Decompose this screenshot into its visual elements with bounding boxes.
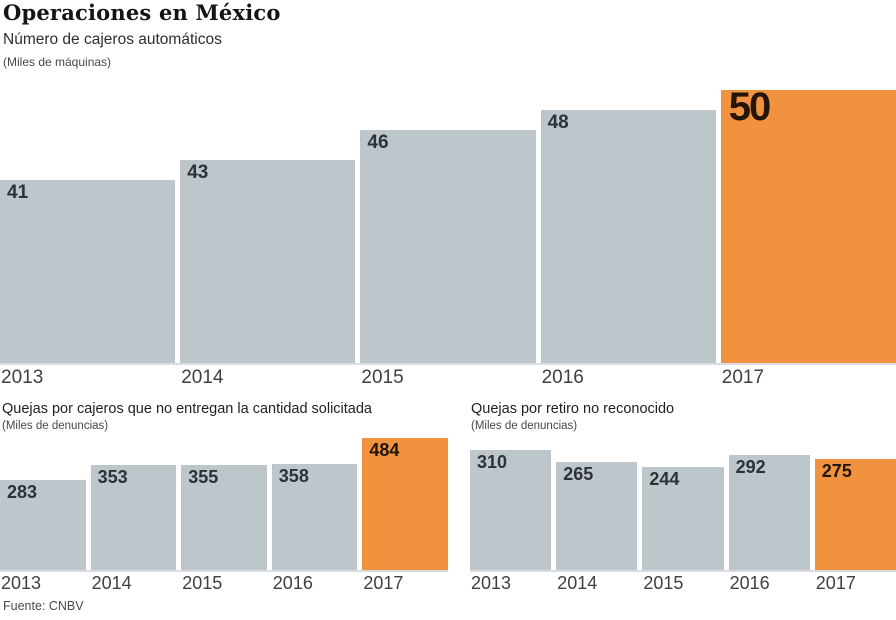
source-note: Fuente: CNBV xyxy=(3,599,84,613)
bar-2014: 265 xyxy=(556,461,638,570)
bar-value-label: 353 xyxy=(97,467,128,488)
bar-value-label: 283 xyxy=(7,481,38,502)
bar-2015: 46 xyxy=(360,130,536,363)
main-chart-unit: (Miles de máquinas) xyxy=(3,55,112,69)
bar-value-label: 358 xyxy=(278,466,309,487)
x-axis-label: 2016 xyxy=(541,367,584,388)
bar-2016: 292 xyxy=(728,454,810,570)
bar-value-label: 46 xyxy=(367,132,389,153)
x-axis-label: 2017 xyxy=(363,573,404,593)
bar-value-label: 484 xyxy=(369,440,400,460)
x-axis-label: 2015 xyxy=(643,573,684,593)
bar-2015: 244 xyxy=(642,467,724,570)
x-axis-label: 2014 xyxy=(181,367,224,388)
x-axis-label: 2013 xyxy=(1,367,44,388)
x-axis-label: 2016 xyxy=(272,573,313,593)
x-axis-label: 2017 xyxy=(721,367,765,388)
main-chart-x-axis: 2013 2014 2015 2016 2017 xyxy=(0,367,896,389)
bar-2016: 358 xyxy=(271,464,358,570)
bar-value-label: 41 xyxy=(7,182,29,204)
bar-value-label: 43 xyxy=(187,162,209,183)
x-axis-label: 2015 xyxy=(361,367,404,388)
bar-2016: 48 xyxy=(540,110,716,363)
x-axis-label: 2014 xyxy=(91,573,132,593)
bar-2017: 275 xyxy=(814,459,896,570)
left-chart-title: Quejas por cajeros que no entregan la ca… xyxy=(2,401,372,417)
bar-value-label: 265 xyxy=(563,463,594,484)
main-bar-chart: 41 43 46 48 50 xyxy=(0,85,896,365)
x-axis-label: 2014 xyxy=(557,573,598,593)
left-chart-x-axis: 2013 2014 2015 2016 2017 xyxy=(0,573,448,594)
bar-value-label: 292 xyxy=(735,456,766,477)
x-axis-label: 2017 xyxy=(815,573,856,593)
bar-value-label: 48 xyxy=(547,112,569,134)
x-axis-label: 2016 xyxy=(729,573,770,593)
x-axis-label: 2013 xyxy=(1,573,42,593)
bar-2014: 43 xyxy=(180,160,356,363)
left-bar-chart: 283 353 355 358 484 xyxy=(0,438,448,572)
bar-2017: 484 xyxy=(362,438,448,570)
x-axis-label: 2015 xyxy=(182,573,223,593)
right-chart-title: Quejas por retiro no reconocido xyxy=(471,401,675,417)
bar-2017: 50 xyxy=(720,85,896,363)
left-chart-unit: (Miles de denuncias) xyxy=(2,420,109,432)
right-chart-unit: (Miles de denuncias) xyxy=(471,420,578,432)
page-title: Operaciones en México xyxy=(3,0,281,25)
bar-2013: 310 xyxy=(470,450,552,570)
bar-value-label: 275 xyxy=(821,461,852,482)
x-axis-label: 2013 xyxy=(471,573,512,593)
right-bar-chart: 310 265 244 292 275 xyxy=(470,450,896,572)
bar-value-label: 50 xyxy=(728,85,771,129)
bar-2013: 41 xyxy=(0,180,176,363)
bar-2014: 353 xyxy=(90,465,177,570)
main-chart-title: Número de cajeros automáticos xyxy=(3,31,222,48)
bar-value-label: 310 xyxy=(477,452,508,472)
right-chart-x-axis: 2013 2014 2015 2016 2017 xyxy=(470,573,896,594)
bar-2015: 355 xyxy=(181,464,267,570)
bar-value-label: 355 xyxy=(188,466,219,487)
bar-2013: 283 xyxy=(0,479,86,570)
bar-value-label: 244 xyxy=(649,469,680,490)
